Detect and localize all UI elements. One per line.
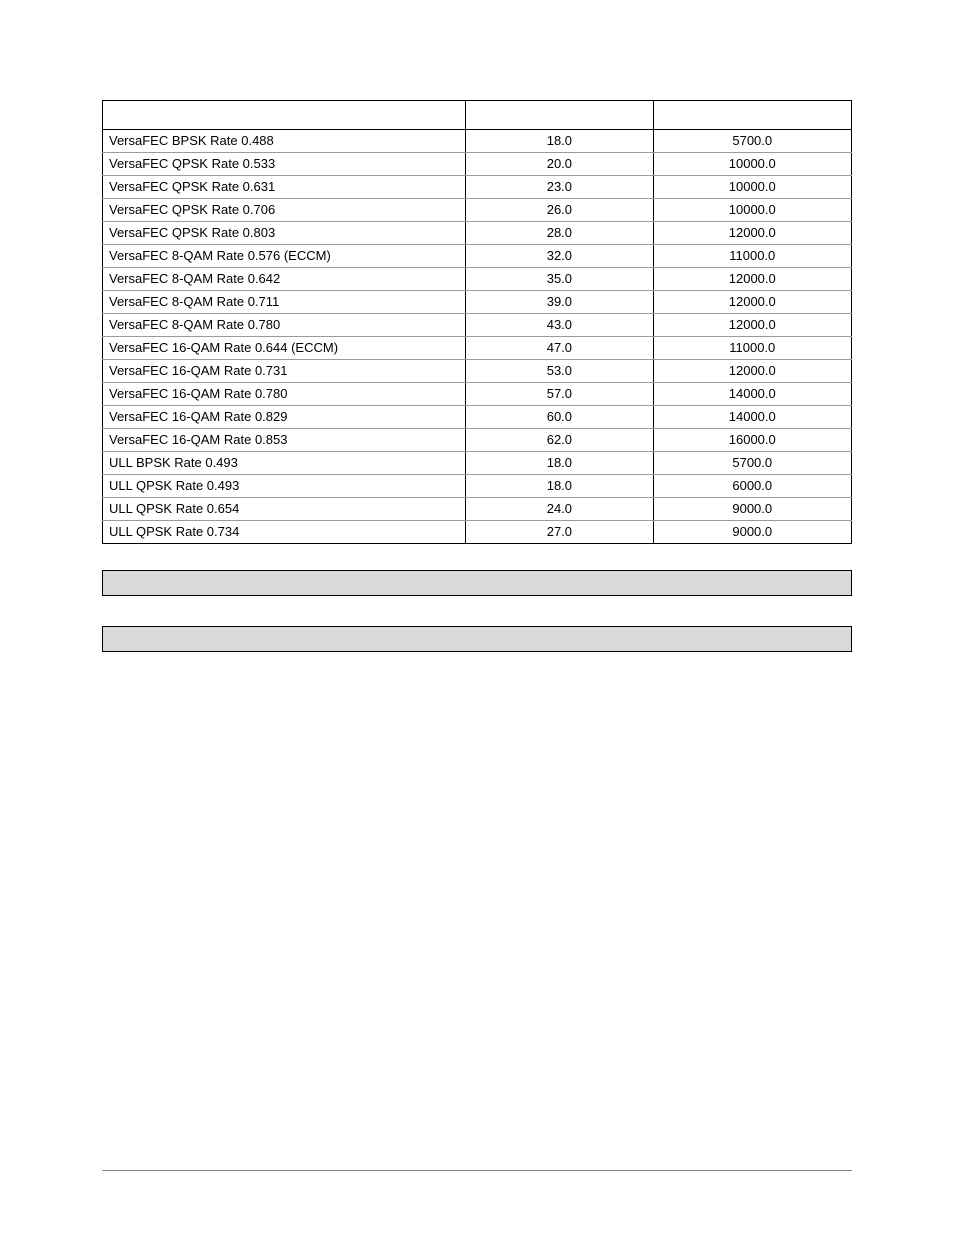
table-cell: VersaFEC 8-QAM Rate 0.576 (ECCM) <box>103 245 466 268</box>
table-row: VersaFEC QPSK Rate 0.63123.010000.0 <box>103 176 852 199</box>
table-cell: 6000.0 <box>653 475 852 498</box>
table-cell: 20.0 <box>466 153 653 176</box>
table-cell: VersaFEC 8-QAM Rate 0.642 <box>103 268 466 291</box>
table-cell: 14000.0 <box>653 383 852 406</box>
table-row: VersaFEC 8-QAM Rate 0.78043.012000.0 <box>103 314 852 337</box>
table-row: VersaFEC 16-QAM Rate 0.73153.012000.0 <box>103 360 852 383</box>
table-row: ULL QPSK Rate 0.73427.09000.0 <box>103 521 852 544</box>
footer-rule <box>102 1170 852 1171</box>
table-cell: ULL QPSK Rate 0.654 <box>103 498 466 521</box>
table-cell: 57.0 <box>466 383 653 406</box>
table-row: VersaFEC 8-QAM Rate 0.71139.012000.0 <box>103 291 852 314</box>
table-cell: 18.0 <box>466 130 653 153</box>
page: VersaFEC BPSK Rate 0.48818.05700.0VersaF… <box>0 0 954 1235</box>
table-row: VersaFEC 8-QAM Rate 0.64235.012000.0 <box>103 268 852 291</box>
table-cell: 12000.0 <box>653 314 852 337</box>
table-cell: VersaFEC 8-QAM Rate 0.711 <box>103 291 466 314</box>
table-cell: 32.0 <box>466 245 653 268</box>
table-cell: 28.0 <box>466 222 653 245</box>
table-cell: VersaFEC QPSK Rate 0.706 <box>103 199 466 222</box>
table-cell: 12000.0 <box>653 268 852 291</box>
table-cell: VersaFEC QPSK Rate 0.803 <box>103 222 466 245</box>
table-cell: 35.0 <box>466 268 653 291</box>
section-bar <box>102 570 852 596</box>
table-row: VersaFEC 8-QAM Rate 0.576 (ECCM)32.01100… <box>103 245 852 268</box>
table-cell: ULL QPSK Rate 0.493 <box>103 475 466 498</box>
data-table: VersaFEC BPSK Rate 0.48818.05700.0VersaF… <box>102 100 852 544</box>
table-cell: VersaFEC BPSK Rate 0.488 <box>103 130 466 153</box>
table-cell: 5700.0 <box>653 130 852 153</box>
table-header-cell <box>103 101 466 130</box>
table-cell: ULL QPSK Rate 0.734 <box>103 521 466 544</box>
table-cell: VersaFEC 16-QAM Rate 0.731 <box>103 360 466 383</box>
table-cell: 27.0 <box>466 521 653 544</box>
table-cell: 39.0 <box>466 291 653 314</box>
table-row: VersaFEC 16-QAM Rate 0.644 (ECCM)47.0110… <box>103 337 852 360</box>
table-row: VersaFEC BPSK Rate 0.48818.05700.0 <box>103 130 852 153</box>
table-cell: 23.0 <box>466 176 653 199</box>
table-cell: 18.0 <box>466 475 653 498</box>
table-cell: VersaFEC 16-QAM Rate 0.644 (ECCM) <box>103 337 466 360</box>
table-row: VersaFEC QPSK Rate 0.80328.012000.0 <box>103 222 852 245</box>
table-cell: 14000.0 <box>653 406 852 429</box>
table-header-cell <box>466 101 653 130</box>
table-cell: 60.0 <box>466 406 653 429</box>
table-cell: 10000.0 <box>653 153 852 176</box>
table-cell: ULL BPSK Rate 0.493 <box>103 452 466 475</box>
table-cell: VersaFEC QPSK Rate 0.533 <box>103 153 466 176</box>
table-cell: 10000.0 <box>653 199 852 222</box>
table-header-row <box>103 101 852 130</box>
table-cell: 16000.0 <box>653 429 852 452</box>
table-row: ULL QPSK Rate 0.49318.06000.0 <box>103 475 852 498</box>
table-cell: 9000.0 <box>653 498 852 521</box>
table-body: VersaFEC BPSK Rate 0.48818.05700.0VersaF… <box>103 130 852 544</box>
table-cell: 47.0 <box>466 337 653 360</box>
table-cell: 26.0 <box>466 199 653 222</box>
table-header <box>103 101 852 130</box>
section-bar <box>102 626 852 652</box>
table-cell: 24.0 <box>466 498 653 521</box>
table-cell: VersaFEC QPSK Rate 0.631 <box>103 176 466 199</box>
table-cell: 10000.0 <box>653 176 852 199</box>
table-row: VersaFEC 16-QAM Rate 0.82960.014000.0 <box>103 406 852 429</box>
table-cell: 11000.0 <box>653 245 852 268</box>
table-cell: 9000.0 <box>653 521 852 544</box>
table-cell: 5700.0 <box>653 452 852 475</box>
table-cell: VersaFEC 16-QAM Rate 0.853 <box>103 429 466 452</box>
table-row: VersaFEC QPSK Rate 0.53320.010000.0 <box>103 153 852 176</box>
table-row: VersaFEC 16-QAM Rate 0.85362.016000.0 <box>103 429 852 452</box>
table-cell: 62.0 <box>466 429 653 452</box>
table-cell: 18.0 <box>466 452 653 475</box>
table-cell: 53.0 <box>466 360 653 383</box>
table-cell: VersaFEC 16-QAM Rate 0.829 <box>103 406 466 429</box>
table-cell: 11000.0 <box>653 337 852 360</box>
table-row: ULL BPSK Rate 0.49318.05700.0 <box>103 452 852 475</box>
table-row: VersaFEC 16-QAM Rate 0.78057.014000.0 <box>103 383 852 406</box>
table-cell: 12000.0 <box>653 222 852 245</box>
table-header-cell <box>653 101 852 130</box>
table-row: ULL QPSK Rate 0.65424.09000.0 <box>103 498 852 521</box>
table-row: VersaFEC QPSK Rate 0.70626.010000.0 <box>103 199 852 222</box>
table-cell: 12000.0 <box>653 291 852 314</box>
table-cell: VersaFEC 16-QAM Rate 0.780 <box>103 383 466 406</box>
table-cell: 12000.0 <box>653 360 852 383</box>
table-cell: 43.0 <box>466 314 653 337</box>
table-cell: VersaFEC 8-QAM Rate 0.780 <box>103 314 466 337</box>
